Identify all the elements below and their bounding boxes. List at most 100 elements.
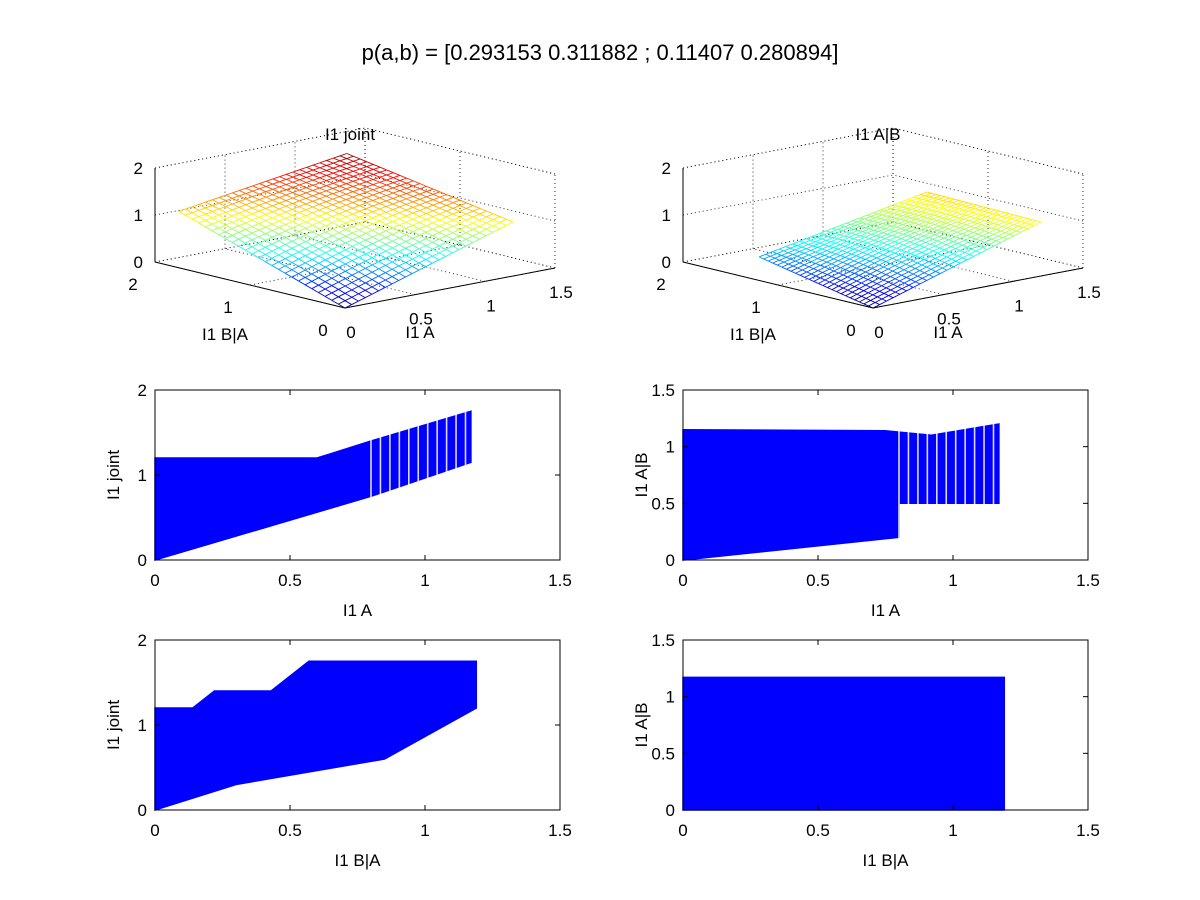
- mesh-line: [324, 285, 333, 290]
- mesh-line: [1009, 233, 1015, 237]
- mesh-line: [439, 216, 447, 221]
- mesh-line: [936, 217, 944, 221]
- mesh-line: [371, 264, 380, 270]
- mesh-line: [1000, 217, 1008, 222]
- mesh-line: [990, 208, 996, 211]
- mesh-line: [873, 227, 881, 231]
- mesh-line: [963, 216, 971, 220]
- mesh-line: [881, 272, 887, 275]
- mesh-line: [238, 204, 246, 208]
- mesh-line: [808, 275, 817, 280]
- mesh-line: [272, 188, 280, 193]
- mesh-line: [372, 203, 380, 207]
- mesh-line: [952, 208, 960, 212]
- mesh-line: [926, 276, 934, 281]
- mesh-line: [359, 168, 367, 173]
- mesh-line: [452, 205, 460, 209]
- mesh-line: [459, 213, 467, 218]
- mesh-line: [399, 221, 407, 226]
- mesh-line: [915, 281, 921, 285]
- mesh-line: [1006, 224, 1015, 229]
- mesh-line: [894, 238, 902, 243]
- mesh-line: [812, 235, 818, 238]
- mesh-line: [251, 239, 259, 244]
- mesh-line: [847, 276, 853, 280]
- mesh-line: [292, 214, 300, 219]
- mesh-line: [352, 202, 360, 206]
- mesh-line: [298, 244, 306, 249]
- mesh-line: [982, 224, 987, 227]
- mesh-line: [338, 281, 346, 287]
- mesh-line: [778, 248, 784, 252]
- mesh-line: [258, 246, 266, 252]
- mesh-line: [271, 250, 279, 256]
- mesh-line: [271, 257, 279, 263]
- mesh-line: [465, 242, 473, 247]
- mesh-line: [892, 267, 900, 272]
- mesh-line: [372, 236, 380, 241]
- mesh-line: [824, 266, 830, 270]
- mesh-line: [873, 229, 879, 232]
- mesh-line: [802, 269, 807, 273]
- mesh-line: [959, 235, 967, 239]
- mesh-line: [373, 171, 381, 175]
- mesh-line: [212, 199, 220, 204]
- mesh-line: [385, 250, 393, 256]
- mesh-line: [366, 197, 374, 201]
- mesh-line: [911, 226, 917, 229]
- mesh-line: [392, 254, 400, 260]
- mesh-line: [840, 293, 846, 297]
- mesh-line: [859, 297, 867, 303]
- x-tick-label: 0: [346, 323, 355, 342]
- mesh-line: [211, 230, 219, 235]
- mesh-line: [997, 221, 1005, 226]
- mesh-line: [966, 243, 974, 248]
- mesh-line: [849, 258, 855, 262]
- mesh-line: [252, 213, 260, 218]
- mesh-line: [794, 246, 802, 251]
- mesh-line: [439, 194, 447, 198]
- mesh-line: [452, 229, 460, 234]
- mesh-line: [191, 206, 200, 211]
- mesh-line: [1016, 227, 1024, 232]
- mesh-line: [419, 191, 427, 195]
- mesh-line: [894, 252, 900, 256]
- mesh-line: [272, 197, 280, 201]
- mesh-line: [325, 231, 333, 237]
- mesh-line: [351, 271, 359, 276]
- mesh-line: [872, 294, 878, 298]
- mesh-line: [989, 240, 997, 245]
- mesh-line: [391, 280, 399, 285]
- mesh-line: [399, 195, 407, 200]
- mesh-line: [885, 238, 890, 241]
- mesh-line: [880, 244, 888, 249]
- mesh-line: [351, 264, 359, 269]
- mesh-line: [333, 162, 341, 167]
- mesh-line: [984, 220, 990, 223]
- mesh-line: [325, 198, 333, 203]
- mesh-line: [813, 264, 821, 270]
- mesh-line: [922, 196, 930, 200]
- mesh-line: [279, 191, 287, 196]
- mesh-line: [923, 222, 931, 227]
- mesh-line: [847, 273, 855, 278]
- mesh-line: [995, 218, 1001, 222]
- mesh-line: [312, 221, 320, 226]
- mesh-line: [326, 177, 334, 181]
- mesh-line: [245, 226, 253, 230]
- mesh-line: [815, 251, 821, 255]
- mesh-line: [819, 233, 825, 236]
- mesh-line: [426, 213, 434, 218]
- mesh-line: [251, 243, 259, 248]
- mesh-line: [252, 193, 260, 198]
- mesh-line: [966, 255, 975, 261]
- mesh-line: [205, 219, 213, 225]
- mesh-line: [298, 277, 306, 282]
- mesh-line: [245, 196, 253, 200]
- mesh-line: [393, 174, 401, 179]
- mesh-line: [916, 216, 924, 220]
- mesh-line: [970, 213, 978, 218]
- mesh-line: [952, 220, 958, 223]
- mesh-line: [929, 220, 938, 224]
- mesh-line: [833, 247, 839, 250]
